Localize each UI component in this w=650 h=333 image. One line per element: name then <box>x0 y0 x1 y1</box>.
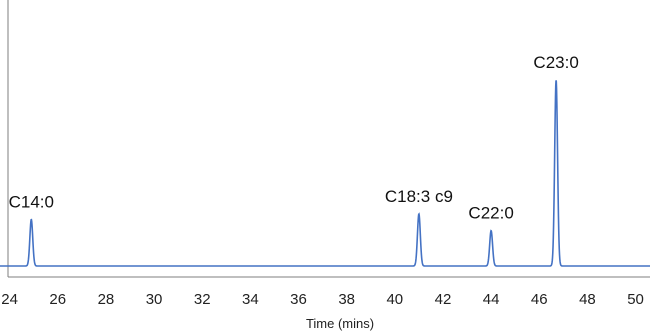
peak-label: C14:0 <box>9 193 54 212</box>
x-tick-labels: 24 26 28 30 32 34 36 38 40 42 44 46 48 50 <box>1 291 644 308</box>
chromatogram-trace <box>0 80 650 267</box>
x-tick-label: 46 <box>531 291 548 308</box>
x-tick-label: 28 <box>98 291 115 308</box>
x-tick-label: 48 <box>579 291 596 308</box>
x-axis: 24 26 28 30 32 34 36 38 40 42 44 46 48 50 <box>1 276 650 308</box>
peak-labels: C14:0 C18:3 c9 C22:0 C23:0 <box>9 53 579 223</box>
x-tick-label: 38 <box>338 291 355 308</box>
x-tick-label: 32 <box>194 291 211 308</box>
x-axis-title: Time (mins) <box>306 316 374 331</box>
x-tick-label: 42 <box>435 291 452 308</box>
peak-label: C23:0 <box>533 53 578 72</box>
x-tick-label: 26 <box>49 291 66 308</box>
x-tick-label: 50 <box>627 291 644 308</box>
x-tick-label: 40 <box>386 291 403 308</box>
x-tick-label: 30 <box>146 291 163 308</box>
x-tick-label: 24 <box>1 291 18 308</box>
peak-label: C18:3 c9 <box>385 187 453 206</box>
x-tick-label: 44 <box>483 291 500 308</box>
peak-label: C22:0 <box>468 204 513 223</box>
x-tick-label: 34 <box>242 291 259 308</box>
x-tick-label: 36 <box>290 291 307 308</box>
